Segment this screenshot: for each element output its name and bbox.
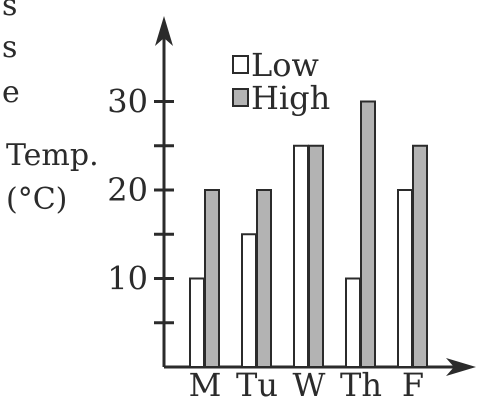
y-axis-arrowhead bbox=[155, 16, 173, 46]
x-tick-label: M bbox=[189, 366, 222, 404]
bar-high bbox=[256, 189, 272, 368]
legend-swatch-low bbox=[232, 55, 249, 74]
legend-label-high: High bbox=[251, 79, 330, 117]
bar-high bbox=[360, 100, 376, 368]
bar-high bbox=[308, 144, 324, 368]
x-tick-label: W bbox=[293, 366, 326, 404]
bar-low bbox=[345, 277, 361, 368]
y-axis-label-line-2: (°C) bbox=[6, 182, 68, 217]
x-tick-label: Th bbox=[340, 366, 382, 404]
x-axis-arrowhead bbox=[446, 358, 476, 376]
y-tick-label: 10 bbox=[107, 260, 148, 298]
cut-off-text-fragment: e bbox=[2, 75, 20, 110]
y-axis-label-line-1: Temp. bbox=[6, 138, 99, 173]
bar-high bbox=[412, 144, 428, 368]
bar-low bbox=[397, 189, 413, 368]
bar-low bbox=[241, 233, 257, 368]
y-tick-label: 20 bbox=[107, 171, 148, 209]
cut-off-text-fragment: s bbox=[2, 0, 18, 23]
x-tick-label: F bbox=[402, 366, 424, 404]
bar-low bbox=[293, 144, 309, 368]
x-tick-label: Tu bbox=[236, 366, 278, 404]
legend-swatch-high bbox=[232, 88, 249, 107]
cut-off-text-fragment: s bbox=[2, 30, 18, 65]
legend-label-low: Low bbox=[251, 46, 319, 84]
bar-low bbox=[189, 277, 205, 368]
bar-high bbox=[204, 189, 220, 368]
y-tick-label: 30 bbox=[107, 83, 148, 121]
